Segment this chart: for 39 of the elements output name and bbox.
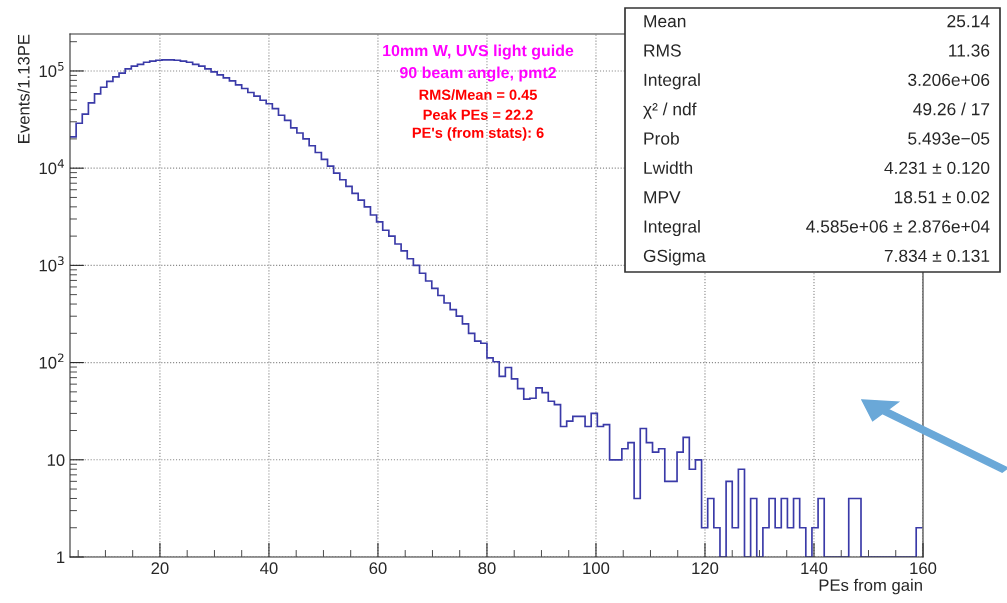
text: Mean bbox=[644, 15, 686, 28]
annotation: Lwidth bbox=[644, 161, 693, 174]
x-tick-label: 20 bbox=[151, 562, 169, 575]
annotation: Peak PEs = 22.2 bbox=[423, 109, 533, 120]
x-tick-label: 100 bbox=[583, 562, 610, 575]
annotation: Integral bbox=[644, 219, 700, 237]
x-tick-label: 140 bbox=[801, 562, 828, 575]
x-axis-title: PEs from gain bbox=[819, 578, 922, 595]
annotation: Integral bbox=[644, 73, 700, 90]
x-tick-label: 60 bbox=[369, 562, 387, 575]
y-tick-label: 10$^{2}$ bbox=[39, 353, 64, 369]
annotation: Prob bbox=[644, 131, 679, 145]
annotation: χ² / ndf bbox=[643, 102, 697, 119]
text: 11.36 bbox=[949, 44, 990, 57]
y-tick-label: 10 bbox=[47, 454, 65, 466]
y-tick-label: 1 bbox=[57, 551, 65, 564]
annotation: GSigma bbox=[643, 249, 706, 266]
y-tick-label: 10$^{5}$ bbox=[39, 62, 64, 78]
x-tick-label: 40 bbox=[260, 562, 278, 575]
annotation: 5.493e−05 bbox=[908, 132, 990, 145]
annotation: 4.585e+06 ± 2.876e+04 bbox=[806, 220, 990, 233]
annotation: 7.834 ± 0.131 bbox=[884, 249, 990, 262]
y-tick-label: 10$^{3}$ bbox=[39, 256, 64, 272]
x-tick-label: 120 bbox=[692, 562, 719, 575]
annotation: RMS bbox=[644, 44, 681, 57]
y-axis-title: Events/1.13PE bbox=[17, 34, 30, 143]
annotation: 18.51 ± 0.02 bbox=[894, 191, 990, 204]
annotation: MPV bbox=[644, 191, 681, 204]
x-tick-label: 160 bbox=[910, 562, 937, 575]
y-tick-label: 10$^{4}$ bbox=[39, 159, 64, 175]
annotation: 4.231 ± 0.120 bbox=[884, 161, 990, 174]
x-tick-label: 80 bbox=[478, 562, 496, 575]
annotation: 49.26 / 17 bbox=[913, 102, 990, 116]
annotation: 90 beam angle, pmt2 bbox=[400, 66, 556, 82]
annotation: 3.206e+06 bbox=[908, 73, 990, 86]
annotation: PE's (from stats): 6 bbox=[412, 127, 544, 141]
text: 25.14 bbox=[947, 15, 990, 28]
annotation: 10mm W, UVS light guide bbox=[383, 44, 574, 60]
annotation: RMS/Mean = 0.45 bbox=[419, 89, 537, 101]
